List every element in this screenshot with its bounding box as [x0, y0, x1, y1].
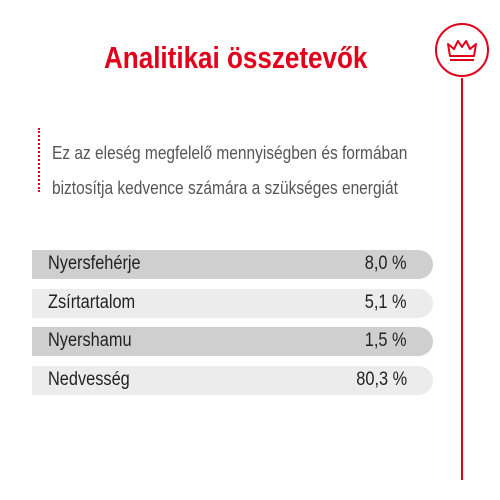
description-line: Ez az eleség megfelelő mennyiségben és f…	[52, 143, 408, 163]
row-label: Nyersfehérje	[48, 253, 141, 274]
divider	[461, 78, 463, 480]
row-label: Nyershamu	[48, 330, 132, 351]
row-value: 8,0 %	[365, 253, 407, 274]
title: Analitikai összetevők	[104, 40, 368, 75]
logo	[435, 23, 489, 77]
table-row: Nyersfehérje 8,0 %	[32, 250, 433, 279]
row-value: 1,5 %	[365, 330, 407, 351]
row-label: Nedvesség	[48, 368, 130, 390]
table-row: Nyershamu 1,5 %	[32, 327, 433, 356]
table-row: Nedvesség 80,3 %	[32, 365, 433, 395]
dotted-line	[38, 128, 40, 192]
row-value: 80,3 %	[356, 368, 407, 390]
row-value: 5,1 %	[365, 291, 407, 313]
table-row: Zsírtartalom 5,1 %	[32, 288, 433, 318]
description-line: biztosítja kedvence számára a szükséges …	[52, 178, 398, 198]
row-label: Zsírtartalom	[48, 291, 136, 313]
description: Ez az eleség megfelelő mennyiségben és f…	[52, 136, 407, 206]
